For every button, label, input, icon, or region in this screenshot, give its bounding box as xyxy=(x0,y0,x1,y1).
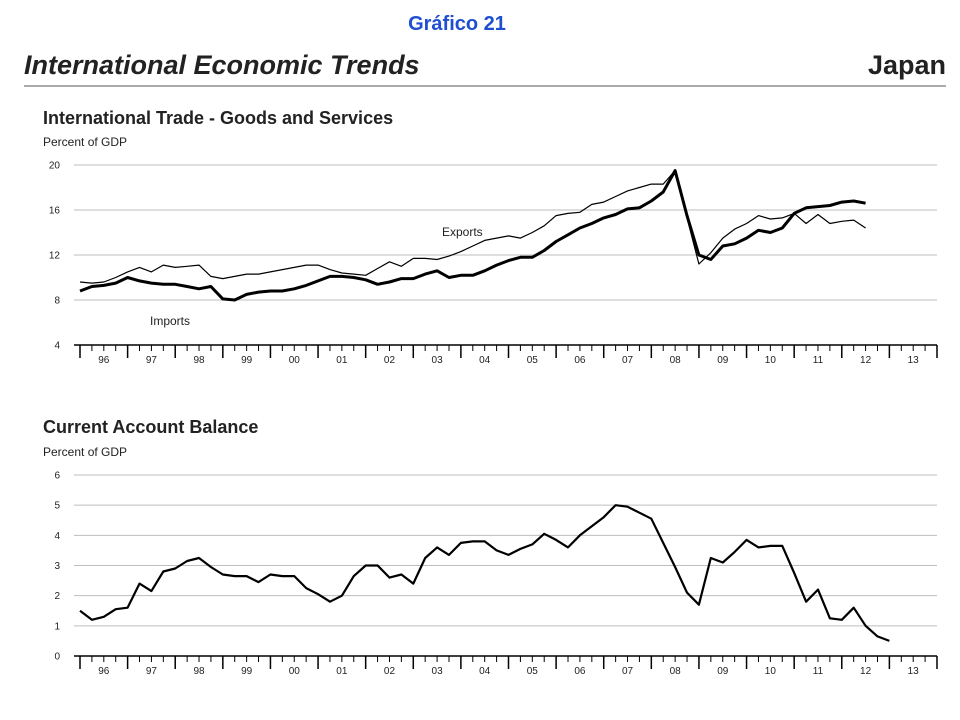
x-tick-label: 10 xyxy=(765,666,777,677)
y-tick-label: 20 xyxy=(49,161,61,172)
x-tick-label: 00 xyxy=(289,355,301,366)
x-tick-label: 96 xyxy=(98,355,110,366)
x-tick-label: 12 xyxy=(860,666,872,677)
x-tick-label: 13 xyxy=(908,355,920,366)
country: Japan xyxy=(868,50,946,80)
chart-title: Current Account Balance xyxy=(43,417,258,437)
y-tick-label: 6 xyxy=(54,471,60,482)
x-tick-label: 04 xyxy=(479,355,491,366)
x-tick-label: 97 xyxy=(146,355,158,366)
y-tick-label: 0 xyxy=(54,652,60,663)
x-tick-label: 99 xyxy=(241,666,253,677)
figure-label: Gráfico 21 xyxy=(408,13,506,35)
x-tick-label: 03 xyxy=(432,355,444,366)
x-tick-label: 11 xyxy=(813,666,824,677)
report-title: International Economic Trends xyxy=(24,50,420,80)
x-tick-label: 06 xyxy=(574,666,586,677)
x-tick-label: 07 xyxy=(622,355,634,366)
x-tick-label: 99 xyxy=(241,355,253,366)
data-line xyxy=(79,169,866,302)
data-line xyxy=(79,170,866,284)
x-tick-label: 96 xyxy=(98,666,110,677)
x-tick-label: 02 xyxy=(384,355,396,366)
x-tick-label: 05 xyxy=(527,666,539,677)
x-tick-label: 98 xyxy=(193,355,205,366)
x-tick-label: 05 xyxy=(527,355,539,366)
chart-title: International Trade - Goods and Services xyxy=(43,108,393,128)
x-tick-label: 01 xyxy=(336,666,348,677)
x-tick-label: 02 xyxy=(384,666,396,677)
data-line xyxy=(79,504,890,642)
y-axis-label: Percent of GDP xyxy=(43,135,127,149)
y-tick-label: 1 xyxy=(54,621,60,632)
x-tick-label: 08 xyxy=(670,666,682,677)
x-tick-label: 03 xyxy=(432,666,444,677)
x-tick-label: 09 xyxy=(717,355,729,366)
x-tick-label: 97 xyxy=(146,666,158,677)
x-tick-label: 09 xyxy=(717,666,729,677)
x-tick-label: 11 xyxy=(813,355,824,366)
x-tick-label: 10 xyxy=(765,355,777,366)
x-tick-label: 06 xyxy=(574,355,586,366)
x-tick-label: 00 xyxy=(289,666,301,677)
y-tick-label: 12 xyxy=(49,251,61,262)
y-axis-label: Percent of GDP xyxy=(43,445,127,459)
x-tick-label: 13 xyxy=(908,666,920,677)
x-tick-label: 07 xyxy=(622,666,634,677)
y-tick-label: 3 xyxy=(54,561,60,572)
y-tick-label: 5 xyxy=(54,501,60,512)
x-tick-label: 98 xyxy=(193,666,205,677)
x-tick-label: 01 xyxy=(336,355,348,366)
y-tick-label: 4 xyxy=(54,341,60,352)
x-tick-label: 12 xyxy=(860,355,872,366)
y-tick-label: 8 xyxy=(54,296,60,307)
y-tick-label: 16 xyxy=(49,206,61,217)
x-tick-label: 04 xyxy=(479,666,491,677)
x-tick-label: 08 xyxy=(670,355,682,366)
series-label: Imports xyxy=(150,314,190,328)
series-label: Exports xyxy=(442,225,483,239)
y-tick-label: 2 xyxy=(54,591,60,602)
y-tick-label: 4 xyxy=(54,531,60,542)
